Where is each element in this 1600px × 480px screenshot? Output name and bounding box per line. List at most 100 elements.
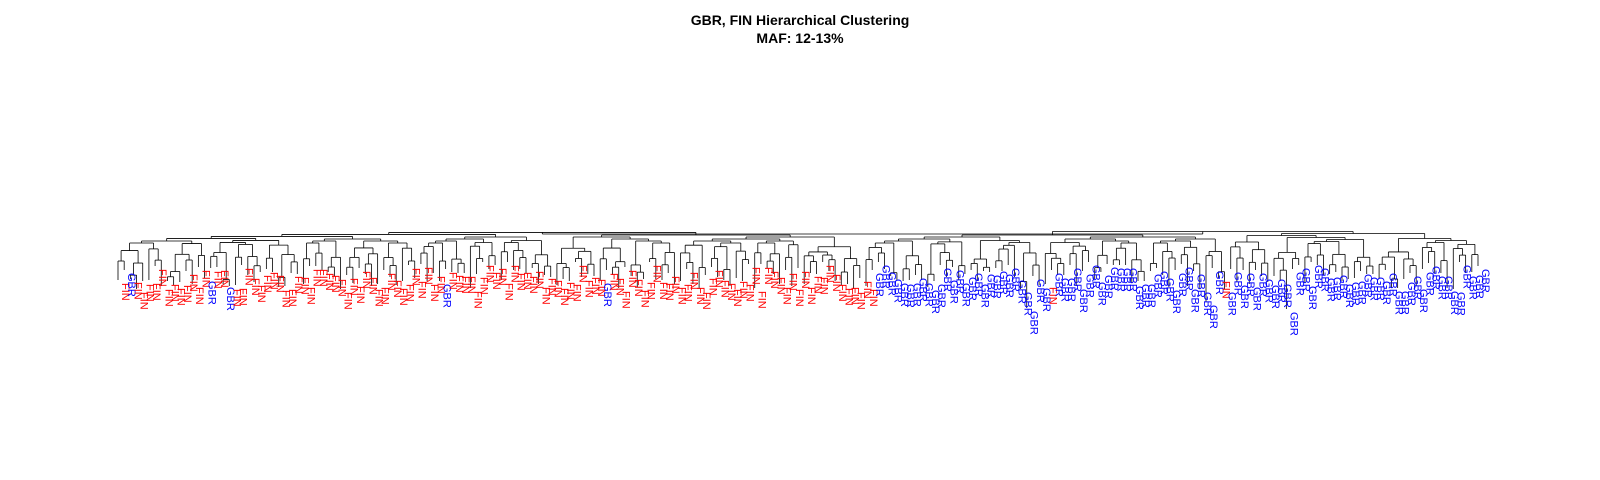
leaf-label: GBR xyxy=(1096,282,1108,306)
leaf-label: FIN xyxy=(805,287,817,305)
leaf-label: GBR xyxy=(1355,281,1367,305)
leaf-label: GBR xyxy=(1256,273,1268,297)
leaf-label: FIN xyxy=(818,277,830,295)
leaf-label: GBR xyxy=(1411,276,1423,300)
leaf-label: GBR xyxy=(1102,275,1114,299)
leaf-label: GBR xyxy=(929,290,941,314)
leaf-label: GBR xyxy=(947,280,959,304)
leaf-label: FIN xyxy=(508,265,520,283)
leaf-label: FIN xyxy=(255,285,267,303)
leaf-label: FIN xyxy=(694,287,706,305)
leaf-label: FIN xyxy=(348,278,360,296)
leaf-label: FIN xyxy=(484,265,496,283)
leaf-label: FIN xyxy=(434,276,446,294)
leaf-label: GBR xyxy=(1077,289,1089,313)
leaf-label: GBR xyxy=(206,281,218,305)
leaf-label: GBR xyxy=(978,284,990,308)
leaf-label: GBR xyxy=(1331,277,1343,301)
leaf-label: FIN xyxy=(768,271,780,289)
leaf-label: GBR xyxy=(1392,291,1404,315)
leaf-label: FIN xyxy=(218,270,230,288)
leaf-label: FIN xyxy=(750,267,762,285)
leaf-label: GBR xyxy=(1479,269,1491,293)
leaf-label: FIN xyxy=(181,285,193,303)
leaf-label: FIN xyxy=(558,288,570,306)
leaf-label: FIN xyxy=(471,291,483,309)
leaf-label: FIN xyxy=(243,268,255,286)
leaf-label: FIN xyxy=(410,268,422,286)
leaf-label: GBR xyxy=(1405,282,1417,306)
leaf-label: FIN xyxy=(193,287,205,305)
leaf-label: FIN xyxy=(317,269,329,287)
leaf-label: FIN xyxy=(774,277,786,295)
leaf-label: FIN xyxy=(286,289,298,307)
leaf-label: FIN xyxy=(527,276,539,294)
leaf-label: FIN xyxy=(848,287,860,305)
leaf-label: FIN xyxy=(620,291,632,309)
leaf-label: GBR xyxy=(1232,272,1244,296)
leaf-label: FIN xyxy=(762,267,774,285)
leaf-label: GBR xyxy=(1275,279,1287,303)
leaf-label: GBR xyxy=(873,273,885,297)
leaf-label: FIN xyxy=(552,280,564,298)
leaf-label: FIN xyxy=(502,283,514,301)
leaf-label: GBR xyxy=(904,284,916,308)
leaf-label: FIN xyxy=(682,284,694,302)
leaf-label: GBR xyxy=(1071,268,1083,292)
leaf-label: GBR xyxy=(1133,286,1145,310)
leaf-label: FIN xyxy=(428,284,440,302)
leaf-label: FIN xyxy=(688,272,700,290)
leaf-label: FIN xyxy=(669,276,681,294)
leaf-label: FIN xyxy=(335,279,347,297)
leaf-label: FIN xyxy=(824,265,836,283)
leaf-label: FIN xyxy=(360,271,372,289)
dendrogram-branches xyxy=(117,231,1479,309)
leaf-label: FIN xyxy=(304,287,316,305)
leaf-label: FIN xyxy=(675,287,687,305)
leaf-label: GBR xyxy=(1423,272,1435,296)
leaf-label: GBR xyxy=(1151,274,1163,298)
leaf-label: GBR xyxy=(1349,282,1361,306)
leaf-label: GBR xyxy=(1281,284,1293,308)
leaf-label: FIN xyxy=(564,282,576,300)
leaf-label: FIN xyxy=(175,288,187,306)
leaf-label: FIN xyxy=(583,280,595,298)
leaf-label: GBR xyxy=(1028,311,1040,335)
leaf-label: GBR xyxy=(1182,267,1194,291)
leaf-label: GBR xyxy=(1417,289,1429,313)
leaf-label: FIN xyxy=(150,283,162,301)
leaf-label: FIN xyxy=(311,269,323,287)
leaf-label: FIN xyxy=(342,292,354,310)
leaf-label: FIN xyxy=(1046,287,1058,305)
leaf-label: GBR xyxy=(916,278,928,302)
leaf-label: FIN xyxy=(756,291,768,309)
leaf-label: GBR xyxy=(1436,276,1448,300)
leaf-label: GBR xyxy=(1460,265,1472,289)
leaf-label: GBR xyxy=(997,271,1009,295)
leaf-label: GBR xyxy=(1473,275,1485,299)
leaf-label: FIN xyxy=(267,272,279,290)
leaf-label: GBR xyxy=(601,283,613,307)
leaf-label: FIN xyxy=(626,270,638,288)
leaf-label: GBR xyxy=(1312,265,1324,289)
leaf-label: FIN xyxy=(187,274,199,292)
leaf-label: GBR xyxy=(1454,292,1466,316)
leaf-label: GBR xyxy=(1015,280,1027,304)
leaf-label: FIN xyxy=(274,275,286,293)
leaf-label: FIN xyxy=(867,289,879,307)
leaf-label: FIN xyxy=(638,290,650,308)
leaf-label: GBR xyxy=(1269,285,1281,309)
leaf-label: FIN xyxy=(836,284,848,302)
leaf-label: FIN xyxy=(261,275,273,293)
leaf-label: FIN xyxy=(614,278,626,296)
leaf-label: GBR xyxy=(1324,278,1336,302)
leaf-label: GBR xyxy=(1226,292,1238,316)
leaf-label: GBR xyxy=(1034,279,1046,303)
leaf-label: GBR xyxy=(1448,291,1460,315)
leaf-label: GBR xyxy=(1145,284,1157,308)
leaf-label: FIN xyxy=(422,267,434,285)
leaf-label: FIN xyxy=(663,283,675,301)
leaf-label: FIN xyxy=(119,283,131,301)
leaf-label: FIN xyxy=(811,276,823,294)
leaf-label: GBR xyxy=(1337,275,1349,299)
